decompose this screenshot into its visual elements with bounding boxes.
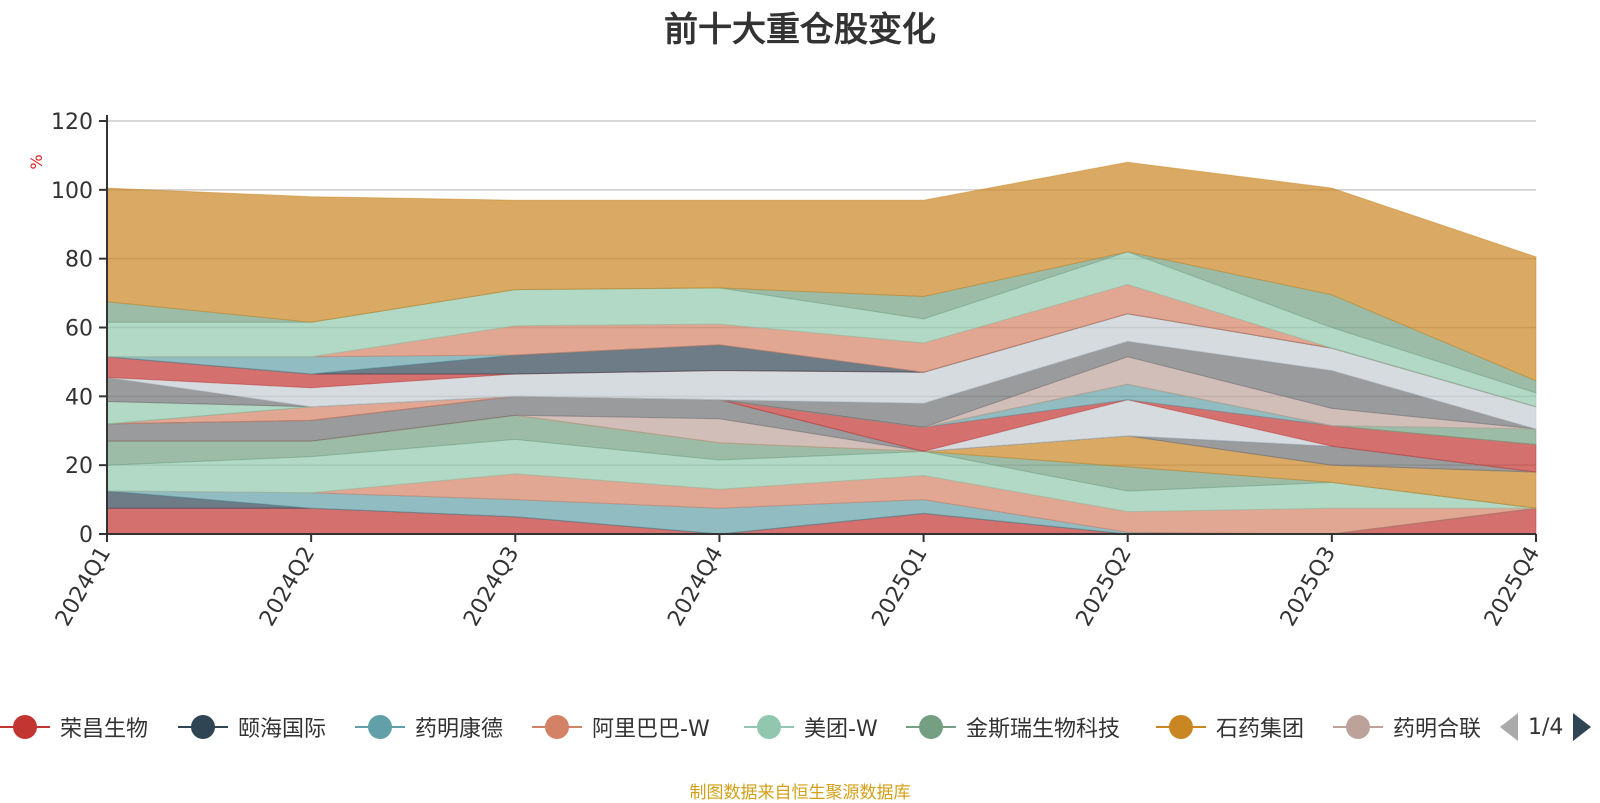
legend-marker-icon	[355, 712, 405, 742]
x-tick-label: 2024Q2	[255, 543, 320, 631]
y-tick-label: 40	[65, 385, 93, 410]
legend-item[interactable]: 颐海国际	[178, 712, 326, 742]
area-series-26	[106, 161, 1537, 382]
legend-item[interactable]: 美团-W	[744, 712, 878, 742]
legend-label: 荣昌生物	[60, 717, 149, 742]
legend-label: 药明康德	[415, 717, 504, 742]
source-note: 制图数据来自恒生聚源数据库	[689, 783, 911, 803]
legend-item[interactable]: 荣昌生物	[0, 712, 148, 742]
legend-label: 药明合联	[1393, 717, 1482, 742]
legend-marker-icon	[1156, 712, 1206, 742]
chart-title: 前十大重仓股变化	[664, 10, 936, 50]
next-page-icon[interactable]	[1573, 713, 1592, 741]
legend-marker-icon	[744, 712, 794, 742]
x-tick-label: 2025Q3	[1276, 543, 1341, 631]
y-tick-label: 0	[79, 523, 93, 548]
y-tick-label: 20	[65, 454, 93, 479]
y-tick-label: 120	[51, 110, 93, 135]
legend-items: 荣昌生物 颐海国际 药明康德 阿里巴巴-W 美团-W 金斯瑞生物科技 石药集团 药明合联	[0, 712, 1492, 746]
legend-label: 阿里巴巴-W	[592, 717, 710, 742]
y-tick-label: 100	[51, 179, 93, 204]
legend-marker-icon	[178, 712, 228, 742]
x-tick-label: 2024Q1	[51, 543, 116, 631]
y-axis-unit-label: %	[27, 154, 46, 169]
x-tick-label: 2024Q3	[459, 543, 524, 631]
previous-page-icon[interactable]	[1500, 713, 1518, 741]
legend-item[interactable]: 药明康德	[355, 712, 503, 742]
legend-marker-icon	[532, 712, 582, 742]
x-tick-label: 2025Q2	[1072, 543, 1137, 631]
legend-marker-icon	[1333, 712, 1383, 742]
legend-page-indicator: 1/4	[1528, 714, 1564, 740]
legend-item[interactable]: 阿里巴巴-W	[532, 712, 710, 742]
legend-label: 颐海国际	[238, 717, 327, 742]
legend-label: 石药集团	[1216, 717, 1305, 742]
legend-item[interactable]: 石药集团	[1156, 712, 1304, 742]
x-tick-label: 2025Q4	[1480, 543, 1545, 631]
legend-pager: 1/4	[1500, 712, 1592, 742]
stacked-area-chart: 0 20 40 60 80 100 120 2024Q1 2024Q2 2024Q3 2024Q4 2…	[27, 110, 1545, 631]
x-tick-label: 2024Q4	[663, 543, 728, 631]
y-tick-label: 60	[65, 317, 93, 342]
legend-marker-icon	[906, 712, 956, 742]
area-series-layer	[106, 161, 1537, 535]
legend-label: 美团-W	[804, 717, 878, 742]
legend-label: 金斯瑞生物科技	[966, 717, 1121, 742]
x-tick-label: 2025Q1	[867, 543, 932, 631]
legend: 荣昌生物 颐海国际 药明康德 阿里巴巴-W 美团-W 金斯瑞生物科技 石药集团 药明合联 1/…	[0, 712, 1600, 752]
legend-item[interactable]: 药明合联	[1333, 712, 1481, 742]
legend-item[interactable]: 金斯瑞生物科技	[906, 712, 1120, 742]
legend-marker-icon	[0, 712, 50, 742]
y-tick-label: 80	[65, 248, 93, 273]
